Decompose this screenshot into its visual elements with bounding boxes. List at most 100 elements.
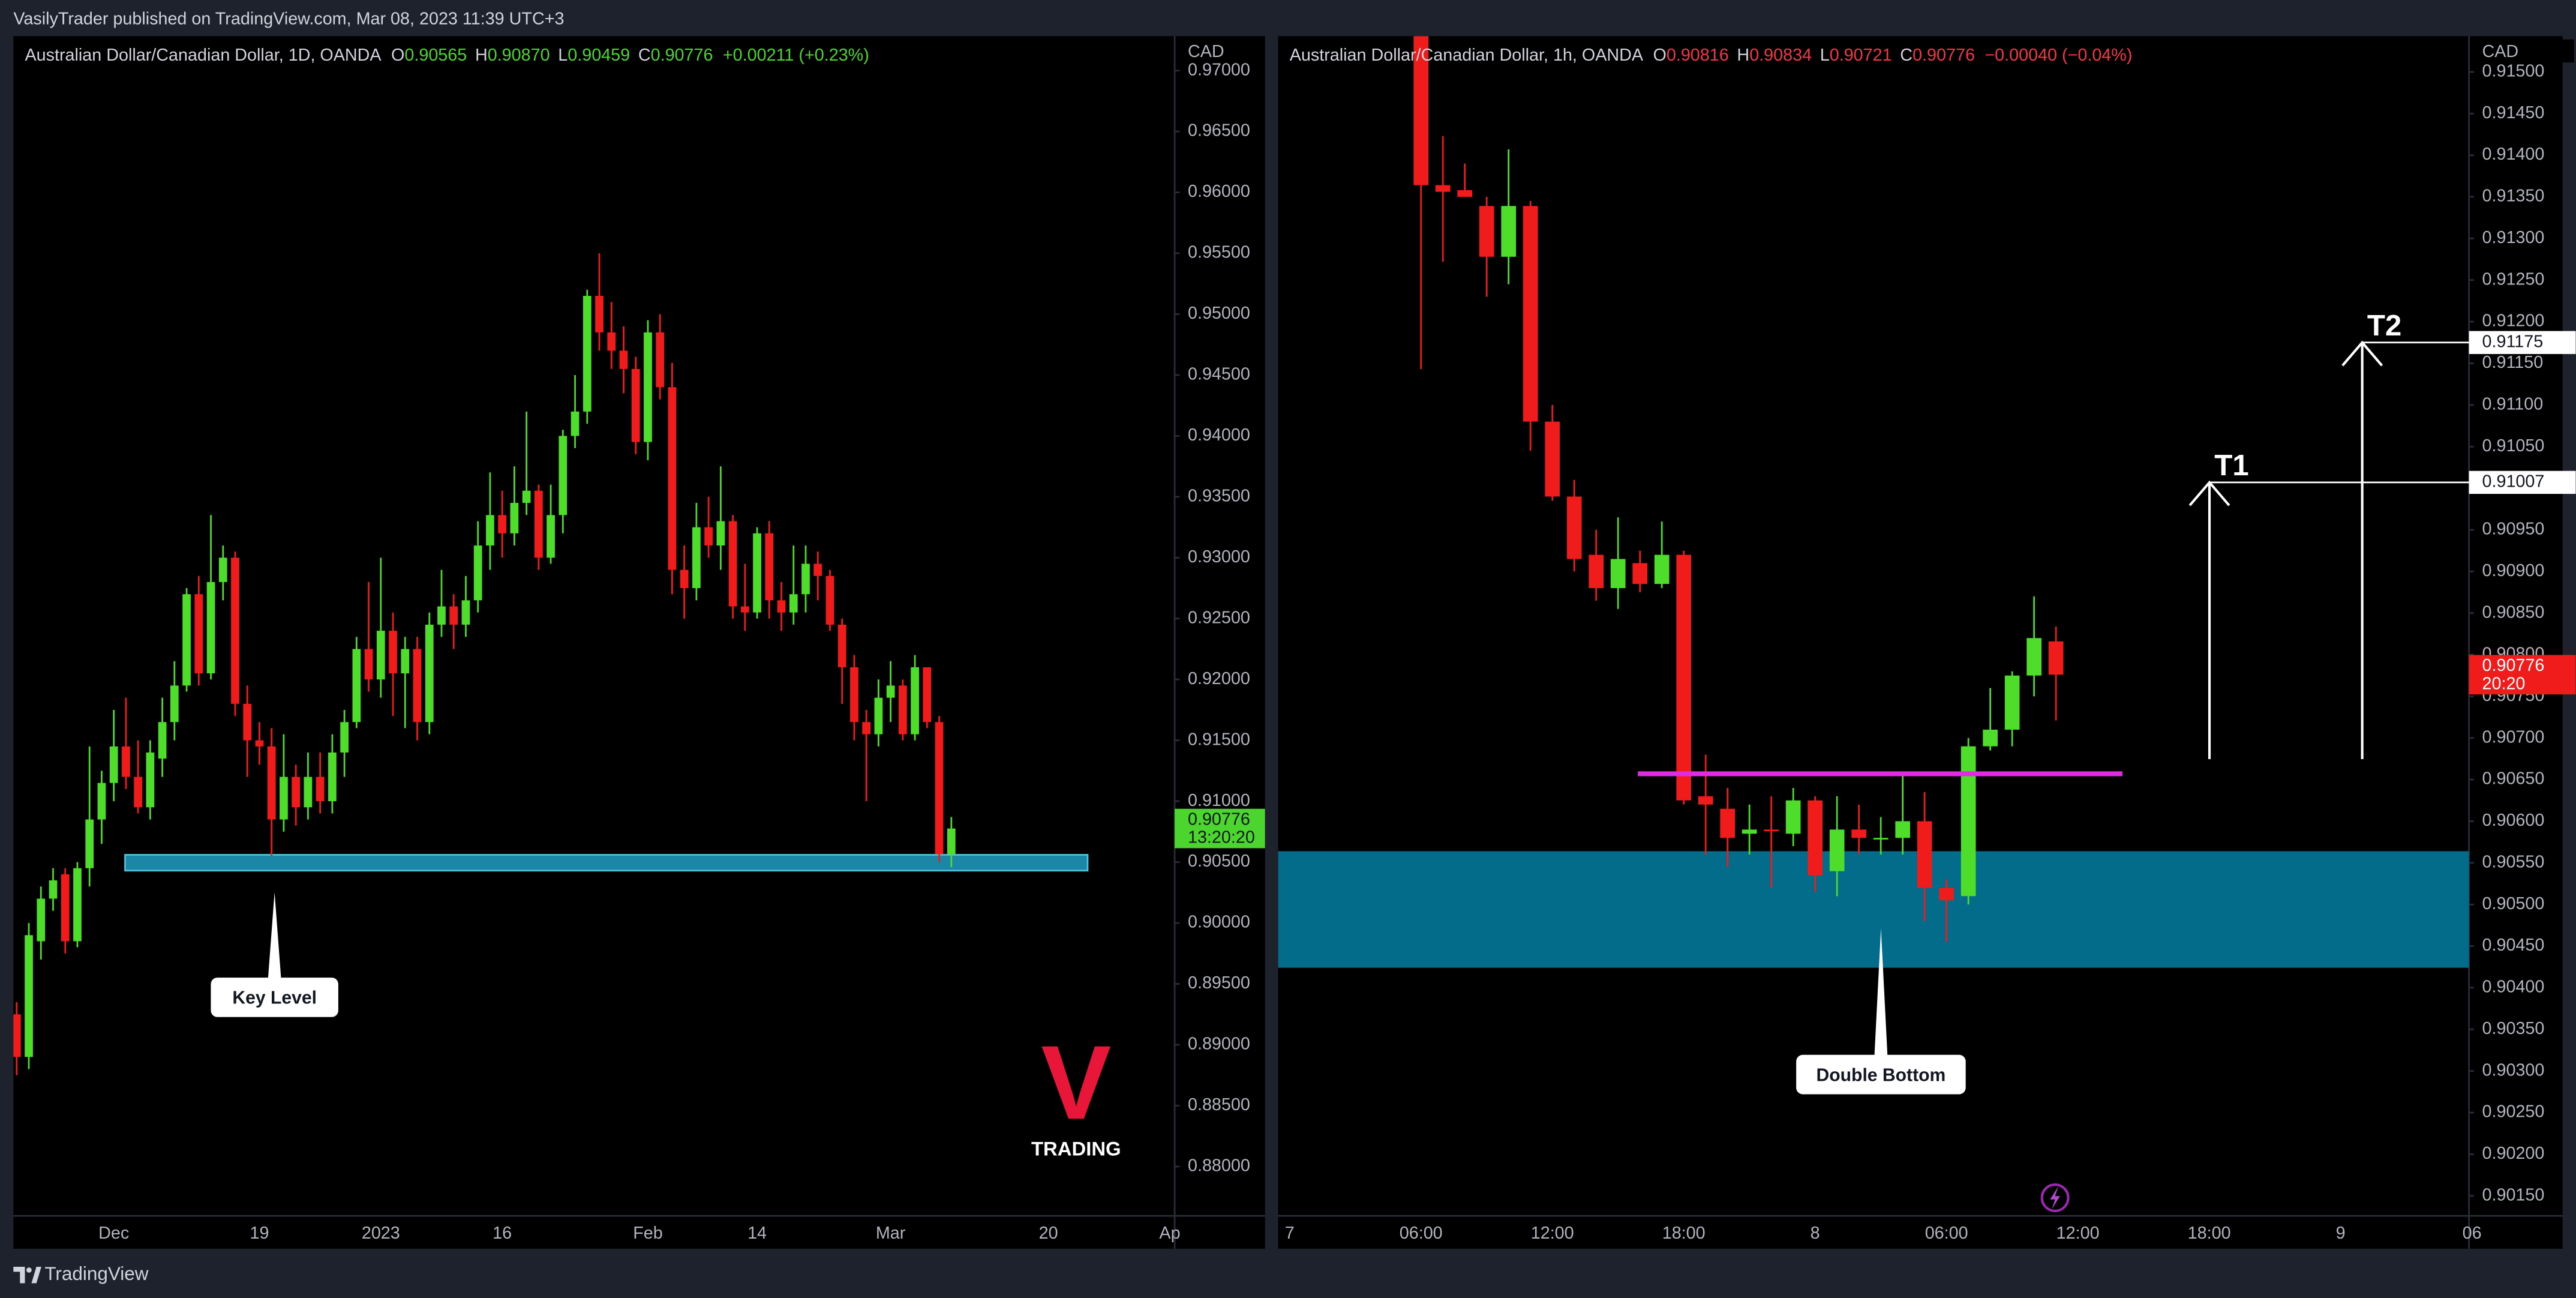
callout-box: [1796, 1054, 1966, 1095]
candle-body: [704, 527, 713, 546]
candle-body: [170, 685, 179, 723]
candle-body: [874, 697, 883, 735]
legend: Australian Dollar/Canadian Dollar, 1D, O…: [25, 46, 869, 65]
candle-body: [886, 685, 895, 698]
legend-value: 0.90721: [1830, 46, 1892, 65]
candle-body: [37, 898, 46, 942]
y-tick-label: 0.90500: [2482, 894, 2545, 913]
candle-body: [437, 606, 446, 625]
candle-body: [813, 563, 822, 576]
y-tick-label: 0.91400: [2482, 145, 2545, 164]
candle-body: [1435, 185, 1451, 192]
candle-body: [280, 777, 288, 820]
y-tick-label: 0.91200: [2482, 311, 2545, 331]
legend-label: H: [1737, 46, 1749, 65]
candle-body: [1720, 808, 1736, 838]
price-box: [2469, 655, 2576, 695]
candle-body: [1742, 829, 1757, 834]
y-tick-label: 0.90550: [2482, 852, 2545, 871]
candle-body: [206, 581, 215, 674]
legend-label: O: [1653, 46, 1667, 65]
legend-value: 0.90459: [568, 46, 630, 65]
candle-body: [607, 332, 616, 351]
x-tick-label: 20: [1039, 1224, 1058, 1243]
y-tick-label: 0.96500: [1188, 121, 1250, 140]
legend-value: 0.90776: [651, 46, 713, 65]
x-tick-label: 06:00: [1400, 1224, 1443, 1243]
candle-body: [583, 296, 592, 412]
candle-body: [122, 746, 130, 777]
candle-body: [461, 600, 470, 625]
candle-body: [13, 1014, 21, 1057]
candle-body: [25, 935, 33, 1057]
y-tick-label: 0.93000: [1188, 547, 1250, 566]
candle-body: [1917, 821, 1932, 888]
y-tick-label: 0.90850: [2482, 602, 2545, 622]
candle-body: [231, 557, 239, 704]
candle-body: [923, 667, 932, 723]
candle-body: [182, 594, 191, 686]
legend-label: L: [558, 46, 568, 65]
y-tick-label: 0.94000: [1188, 425, 1250, 445]
candle-body: [595, 296, 604, 332]
candle-body: [134, 777, 142, 808]
logo-text: TRADING: [1031, 1137, 1121, 1159]
legend-value: 0.90816: [1667, 46, 1729, 65]
legend-label: O: [391, 46, 404, 65]
y-tick-label: 0.91350: [2482, 187, 2545, 206]
y-tick-label: 0.90700: [2482, 727, 2545, 747]
legend-value: 0.90776: [1913, 46, 1975, 65]
y-tick-label: 0.91500: [2482, 61, 2545, 80]
y-tick-label: 0.90400: [2482, 978, 2545, 997]
candle-body: [61, 874, 70, 942]
candle-body: [425, 624, 434, 723]
candle-body: [911, 667, 919, 735]
y-tick-label: 0.95500: [1188, 243, 1250, 262]
y-tick-label: 0.94500: [1188, 365, 1250, 384]
candle-body: [753, 533, 761, 613]
y-tick-label: 0.91500: [1188, 730, 1250, 749]
candle-body: [837, 624, 846, 667]
candle-body: [1960, 746, 1976, 897]
y-tick-label: 0.91050: [2482, 436, 2545, 455]
x-tick-label: 06:00: [1925, 1224, 1968, 1243]
currency-label: CAD: [2482, 42, 2519, 61]
candle-body: [316, 777, 325, 802]
y-tick-label: 0.95000: [1188, 304, 1250, 323]
candle-body: [571, 411, 580, 436]
candle-body: [1632, 563, 1648, 584]
bolt-icon[interactable]: [2040, 1183, 2070, 1212]
candle-body: [1479, 206, 1494, 257]
tradingview-logo: [13, 1266, 41, 1284]
candle-body: [935, 722, 944, 855]
y-tick-label: 0.88500: [1188, 1095, 1250, 1114]
candle-body: [304, 777, 313, 808]
candle-body: [547, 515, 555, 558]
target-price: 0.91007: [2482, 472, 2545, 491]
candle-body: [1698, 796, 1713, 805]
y-tick-label: 0.93500: [1188, 486, 1250, 505]
candle-body: [97, 783, 106, 820]
x-tick-label: Ap: [1159, 1224, 1180, 1243]
currency-bg: [1176, 39, 1263, 63]
candle-body: [765, 533, 774, 601]
candle-body: [1457, 190, 1473, 197]
x-tick-label: 06: [2463, 1224, 2482, 1243]
candle-body: [644, 332, 652, 442]
candle-body: [692, 527, 701, 589]
target-label: T2: [2367, 309, 2402, 342]
candle-body: [85, 819, 94, 868]
candle-body: [947, 828, 956, 855]
candle-body: [740, 606, 749, 613]
y-tick-label: 0.90650: [2482, 769, 2545, 789]
candle-body: [1523, 206, 1538, 422]
legend-label: C: [638, 46, 651, 65]
target-price: 0.91175: [2482, 332, 2544, 351]
y-tick-label: 0.90000: [1188, 913, 1250, 932]
candle-body: [1589, 554, 1604, 589]
y-tick-label: 0.89000: [1188, 1035, 1250, 1054]
candle-body: [728, 521, 737, 607]
y-tick-label: 0.91250: [2482, 269, 2545, 289]
candle-body: [716, 521, 725, 546]
